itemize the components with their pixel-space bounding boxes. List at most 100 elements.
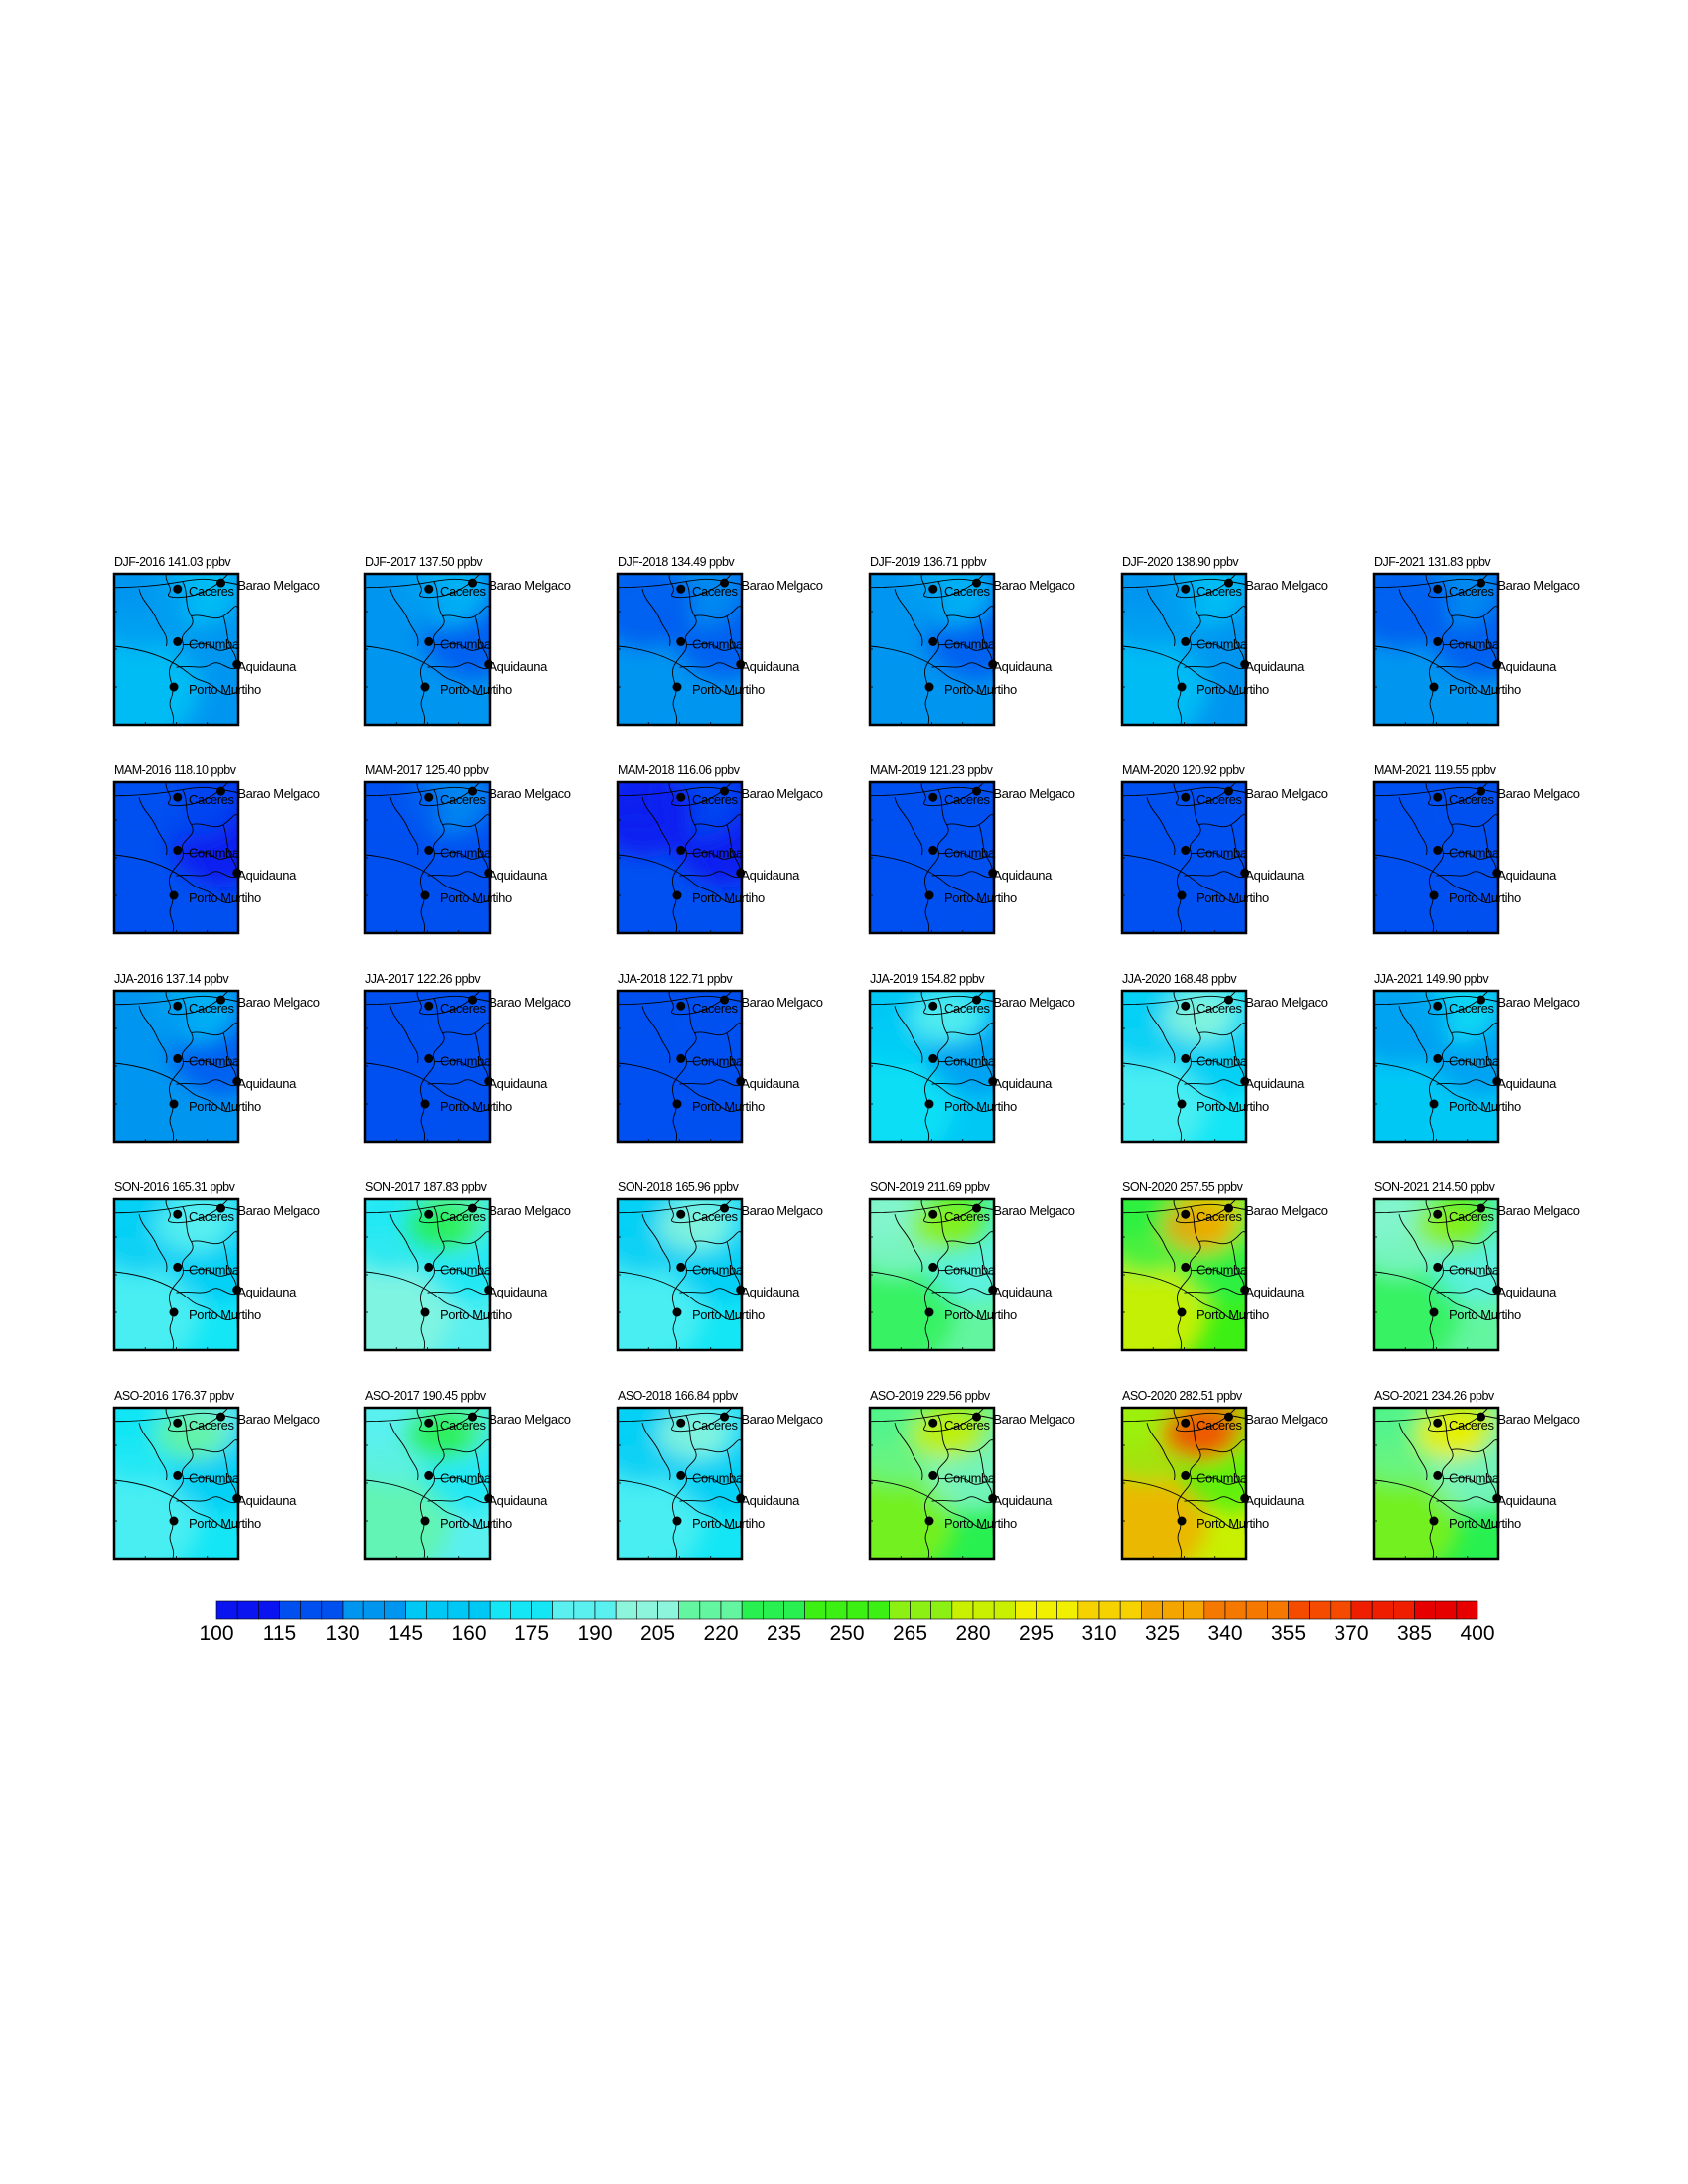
- axis-ticks: [869, 573, 995, 726]
- city-label: Barao Melgaco: [489, 995, 570, 1010]
- field-blob: [1374, 782, 1449, 858]
- city-marker: [1224, 786, 1233, 796]
- colorbar-swatch: [1162, 1600, 1184, 1620]
- boundary-line: [114, 1479, 190, 1508]
- colorbar-tick-label: 295: [1019, 1622, 1054, 1645]
- boundary-line: [1398, 1214, 1428, 1273]
- boundary-line: [943, 1506, 994, 1530]
- boundary-line: [1398, 589, 1428, 647]
- boundary-line: [679, 1288, 742, 1296]
- city-marker: [1477, 786, 1485, 796]
- concentration-field: [365, 1199, 490, 1350]
- city-label: Caceres: [189, 1418, 235, 1433]
- city-label: Corumba: [1449, 1053, 1500, 1068]
- colorbar-swatch: [1330, 1600, 1352, 1620]
- colorbar-swatch: [804, 1600, 827, 1620]
- colorbar-swatch: [972, 1600, 995, 1620]
- city-label: Caceres: [1196, 1001, 1243, 1016]
- field-hotspot: [910, 1411, 979, 1459]
- colorbar-tick-label: 190: [577, 1622, 612, 1645]
- city-marker: [420, 682, 430, 692]
- city-label: Aquidauna: [741, 1076, 800, 1091]
- city-marker: [928, 1262, 938, 1272]
- city-label: Aquidauna: [1245, 868, 1305, 883]
- boundary-line: [1184, 1288, 1246, 1296]
- city-marker: [1181, 1262, 1191, 1272]
- panel-title: MAM-2021 119.55 ppbv: [1374, 763, 1497, 777]
- boundary-line: [427, 1496, 490, 1504]
- boundary-line: [870, 854, 945, 883]
- boundary-line: [943, 672, 994, 696]
- colorbar-swatch: [867, 1600, 890, 1620]
- axis-ticks: [869, 1198, 995, 1351]
- boundary-line: [1146, 589, 1176, 647]
- city-label: Aquidauna: [993, 868, 1053, 883]
- city-marker: [988, 1076, 998, 1086]
- city-label: Corumba: [1196, 1262, 1248, 1277]
- boundary-line: [138, 1214, 168, 1273]
- city-label: Barao Melgaco: [993, 578, 1074, 593]
- colorbar-swatch: [825, 1600, 848, 1620]
- city-marker: [676, 792, 686, 802]
- city-label: Aquidauna: [489, 1493, 548, 1508]
- axis-ticks: [364, 990, 491, 1143]
- map-panel: JJA-2020 168.48 ppbv Barao MelgacoCaceres…: [1120, 972, 1328, 1144]
- map-panel: DJF-2016 141.03 ppbv Barao MelgacoCaceres…: [112, 555, 320, 727]
- boundary-line: [1429, 998, 1454, 1142]
- city-marker: [736, 1493, 746, 1503]
- city-marker: [1492, 1285, 1502, 1295]
- colorbar-swatch: [699, 1600, 722, 1620]
- city-marker: [972, 578, 981, 588]
- boundary-line: [176, 871, 238, 879]
- city-marker: [1433, 1418, 1443, 1428]
- city-label: Caceres: [944, 1209, 991, 1224]
- city-label: Aquidauna: [237, 1493, 297, 1508]
- city-label: Aquidauna: [1245, 1076, 1305, 1091]
- panel-title: SON-2020 257.55 ppbv: [1122, 1180, 1244, 1194]
- city-label: Porto Murtiho: [1449, 682, 1521, 697]
- city-marker: [928, 845, 938, 855]
- city-marker: [1240, 1076, 1250, 1086]
- boundary-line: [1374, 854, 1450, 883]
- boundary-line: [176, 1288, 238, 1296]
- panel-title: SON-2018 165.96 ppbv: [618, 1180, 740, 1194]
- colorbar-tick-label: 325: [1145, 1622, 1180, 1645]
- boundary-line: [389, 1006, 419, 1064]
- colorbar-tick-label: 355: [1271, 1622, 1306, 1645]
- colorbar-swatch: [300, 1600, 323, 1620]
- colorbar-tick-label: 280: [955, 1622, 990, 1645]
- panel-title: MAM-2017 125.40 ppbv: [365, 763, 490, 777]
- colorbar-swatch: [1036, 1600, 1057, 1620]
- boundary-line: [176, 1496, 238, 1504]
- boundary-line: [1429, 581, 1454, 725]
- field-hotspot: [910, 1202, 979, 1251]
- city-label: Caceres: [189, 1001, 235, 1016]
- city-marker: [484, 1285, 493, 1295]
- boundary-line: [138, 1423, 168, 1481]
- city-label: Corumba: [944, 845, 996, 860]
- colorbar-swatch: [573, 1600, 596, 1620]
- boundary-line: [439, 672, 490, 696]
- boundary-lines: [618, 991, 742, 1142]
- field-blob: [1374, 991, 1449, 1066]
- field-hotspot: [154, 1202, 223, 1251]
- colorbar-tick-label: 370: [1334, 1622, 1368, 1645]
- colorbar-swatch: [447, 1600, 470, 1620]
- boundary-line: [618, 854, 693, 883]
- city-marker: [1492, 1076, 1502, 1086]
- city-label: Aquidauna: [1497, 659, 1557, 674]
- panel-title: JJA-2016 137.14 ppbv: [114, 972, 229, 986]
- axis-ticks: [869, 1407, 995, 1560]
- city-label: Corumba: [1449, 845, 1500, 860]
- map-panel: JJA-2018 122.71 ppbv Barao MelgacoCaceres…: [616, 972, 823, 1144]
- colorbar-swatch: [741, 1600, 764, 1620]
- field-blob: [114, 574, 189, 649]
- boundary-line: [924, 581, 949, 725]
- boundary-line: [672, 998, 697, 1142]
- boundary-line: [641, 1006, 671, 1064]
- city-label: Barao Melgaco: [237, 578, 319, 593]
- city-label: Corumba: [1196, 1470, 1248, 1485]
- city-marker: [928, 1053, 938, 1063]
